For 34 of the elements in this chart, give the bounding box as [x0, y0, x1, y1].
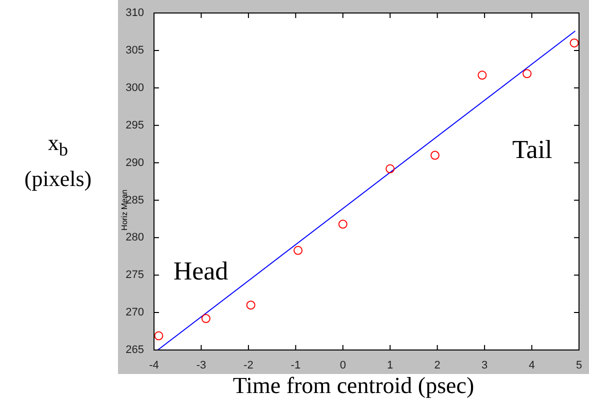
x-tick-label: -2	[244, 360, 254, 372]
x-tick-label: -3	[196, 360, 206, 372]
x-tick-label: 4	[528, 360, 535, 372]
point	[246, 300, 256, 310]
x-axis-title: Time from centroid (psec)	[232, 372, 476, 399]
y-tick-label: 290	[126, 156, 144, 169]
annotation: Tail	[512, 135, 552, 164]
x-tick-label: -4	[149, 360, 159, 372]
point	[478, 70, 487, 80]
y-tick-label: 265	[126, 344, 144, 356]
annotation: Head	[173, 256, 228, 286]
y-tick-label: 310	[126, 7, 144, 20]
y-tick-label: 305	[126, 44, 144, 56]
point	[522, 69, 532, 78]
x-tick-label: -1	[290, 360, 301, 372]
point	[570, 38, 579, 48]
y-tick-label: 295	[126, 119, 144, 132]
point	[338, 220, 348, 229]
y-tick-label: 280	[126, 232, 144, 244]
y-axis-title: x$_{b}$ (pixels)	[23, 129, 93, 194]
x-tick-label: 2	[434, 360, 440, 372]
point	[430, 150, 440, 160]
x-tick-label: 1	[387, 360, 394, 372]
x-tick-label: 3	[481, 360, 488, 372]
point	[154, 331, 164, 340]
point	[386, 164, 395, 174]
point	[201, 314, 210, 324]
x-tick-label: 5	[576, 360, 582, 372]
y-tick-label: 285	[126, 194, 144, 206]
x-tick-label: 0	[340, 360, 346, 372]
point	[294, 246, 303, 255]
y-tick-label: 300	[126, 82, 144, 94]
y-tick-label: 270	[126, 306, 144, 319]
y-tick-label: 275	[126, 269, 144, 282]
